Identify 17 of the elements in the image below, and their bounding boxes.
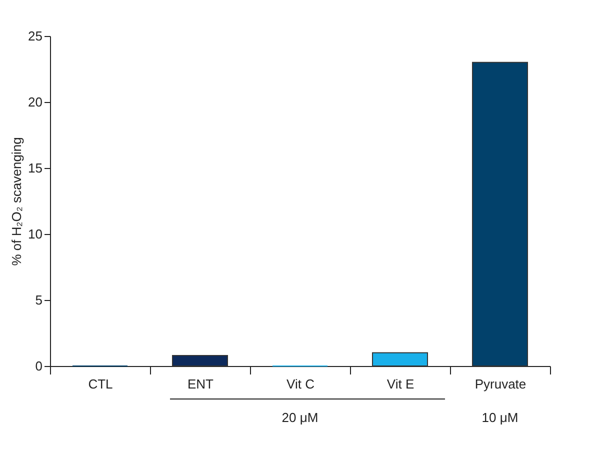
x-tick-label: ENT (188, 376, 214, 392)
text: 20 μM (282, 410, 318, 425)
text: 10 μM (482, 410, 518, 425)
y-tick-label: 20 (28, 94, 42, 110)
y-tick-label: 0 (35, 358, 42, 374)
y-tick-label: 15 (28, 160, 42, 176)
y-tick-label: 5 (35, 292, 42, 308)
y-tick-label: 25 (28, 28, 42, 44)
y-axis-title: % of H₂O₂ scavenging (9, 137, 24, 266)
x-tick-label: Vit C (286, 376, 314, 392)
x-tick-label: CTL (88, 376, 113, 392)
bar (472, 62, 528, 366)
y-tick-label: 10 (28, 226, 42, 242)
x-tick-label: Pyruvate (474, 376, 526, 392)
x-tick-label: Vit E (386, 376, 414, 392)
bar (172, 354, 228, 366)
bar (372, 352, 428, 366)
